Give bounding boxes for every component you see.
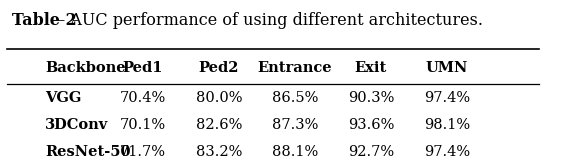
Text: 90.3%: 90.3% bbox=[348, 92, 394, 105]
Text: 98.1%: 98.1% bbox=[424, 118, 470, 132]
Text: 71.7%: 71.7% bbox=[120, 145, 166, 159]
Text: 88.1%: 88.1% bbox=[272, 145, 318, 159]
Text: VGG: VGG bbox=[45, 92, 82, 105]
Text: 80.0%: 80.0% bbox=[196, 92, 242, 105]
Text: 97.4%: 97.4% bbox=[424, 145, 470, 159]
Text: 92.7%: 92.7% bbox=[348, 145, 394, 159]
Text: Ped2: Ped2 bbox=[199, 61, 239, 75]
Text: 70.4%: 70.4% bbox=[119, 92, 166, 105]
Text: 86.5%: 86.5% bbox=[272, 92, 318, 105]
Text: Backbone: Backbone bbox=[45, 61, 126, 75]
Text: UMN: UMN bbox=[426, 61, 468, 75]
Text: 70.1%: 70.1% bbox=[119, 118, 166, 132]
Text: Table 2: Table 2 bbox=[12, 12, 77, 29]
Text: Entrance: Entrance bbox=[258, 61, 332, 75]
Text: 3DConv: 3DConv bbox=[45, 118, 108, 132]
Text: 87.3%: 87.3% bbox=[272, 118, 318, 132]
Text: – AUC performance of using different architectures.: – AUC performance of using different arc… bbox=[52, 12, 483, 29]
Text: ResNet-50: ResNet-50 bbox=[45, 145, 130, 159]
Text: 83.2%: 83.2% bbox=[196, 145, 242, 159]
Text: Exit: Exit bbox=[355, 61, 387, 75]
Text: 82.6%: 82.6% bbox=[196, 118, 242, 132]
Text: 93.6%: 93.6% bbox=[348, 118, 394, 132]
Text: 97.4%: 97.4% bbox=[424, 92, 470, 105]
Text: Ped1: Ped1 bbox=[122, 61, 163, 75]
